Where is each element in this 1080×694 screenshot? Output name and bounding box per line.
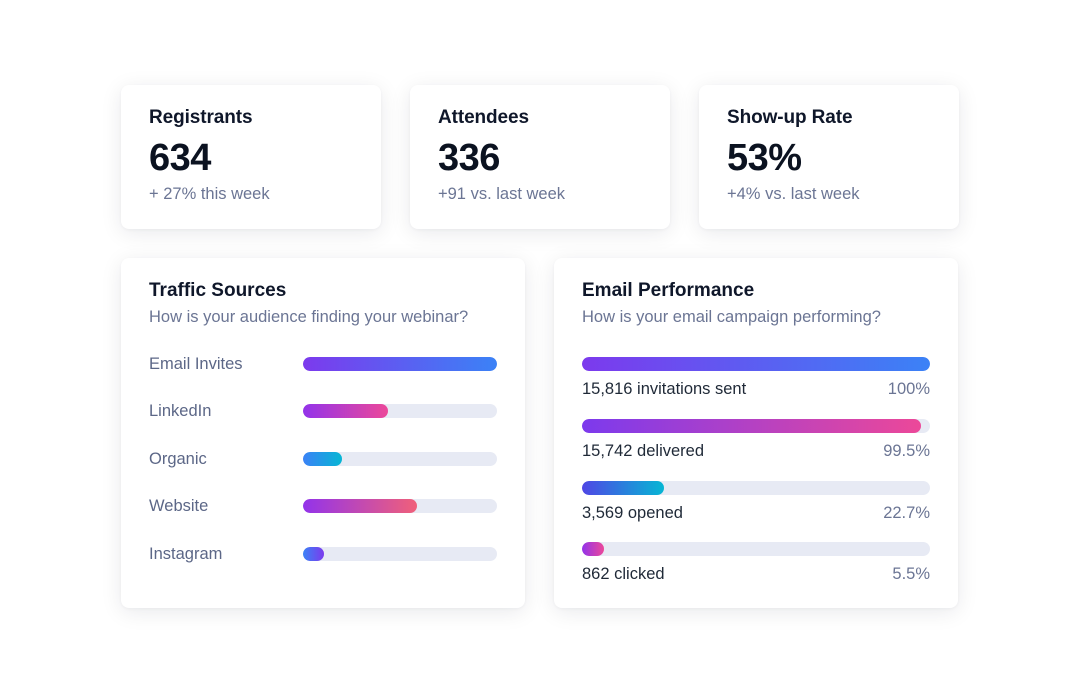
email-bar-fill: [582, 481, 664, 495]
traffic-row-organic: Organic: [149, 448, 497, 470]
traffic-label: Organic: [149, 449, 207, 468]
traffic-bar-fill: [303, 452, 342, 466]
panel-subtitle: How is your audience finding your webina…: [149, 308, 469, 326]
email-bar-track: [582, 419, 930, 433]
email-row-opened: 3,569 opened 22.7%: [582, 481, 930, 523]
stat-title: Registrants: [149, 107, 253, 128]
traffic-sources-panel: Traffic Sources How is your audience fin…: [121, 258, 525, 608]
traffic-label: Instagram: [149, 544, 223, 563]
show-up-rate-card: Show-up Rate 53% +4% vs. last week: [699, 85, 959, 229]
stat-delta: +91 vs. last week: [438, 185, 566, 203]
registrants-card: Registrants 634 + 27% this week: [121, 85, 381, 229]
traffic-bar-track: [303, 452, 497, 466]
traffic-label: LinkedIn: [149, 401, 212, 420]
email-bar-fill: [582, 419, 922, 433]
stat-delta: + 27% this week: [149, 185, 270, 203]
traffic-bar-fill: [303, 357, 497, 371]
email-metric-percent: 5.5%: [892, 565, 930, 583]
stat-value: 53%: [727, 137, 802, 179]
email-bar-fill: [582, 542, 604, 556]
email-metric-label: 862 clicked: [582, 565, 665, 583]
traffic-label: Email Invites: [149, 354, 243, 373]
stat-value: 336: [438, 137, 500, 179]
traffic-row-linkedin: LinkedIn: [149, 400, 497, 422]
email-metric-percent: 22.7%: [883, 504, 930, 522]
email-bar-track: [582, 481, 930, 495]
stat-delta: +4% vs. last week: [727, 185, 860, 203]
panel-subtitle: How is your email campaign performing?: [582, 308, 881, 326]
panel-title: Email Performance: [582, 280, 755, 301]
email-metric-percent: 100%: [887, 380, 930, 398]
traffic-bar-fill: [303, 499, 418, 513]
attendees-card: Attendees 336 +91 vs. last week: [410, 85, 670, 229]
email-row-sent: 15,816 invitations sent 100%: [582, 357, 930, 399]
traffic-bar-fill: [303, 547, 325, 561]
traffic-label: Website: [149, 496, 209, 515]
email-row-clicked: 862 clicked 5.5%: [582, 542, 930, 584]
email-performance-panel: Email Performance How is your email camp…: [554, 258, 958, 608]
stat-title: Attendees: [438, 107, 529, 128]
traffic-bar-track: [303, 404, 497, 418]
traffic-bar-track: [303, 499, 497, 513]
traffic-bar-track: [303, 547, 497, 561]
traffic-row-email-invites: Email Invites: [149, 353, 497, 375]
stat-value: 634: [149, 137, 211, 179]
traffic-bar-fill: [303, 404, 389, 418]
email-metric-label: 15,816 invitations sent: [582, 380, 747, 398]
traffic-bar-track: [303, 357, 497, 371]
email-row-delivered: 15,742 delivered 99.5%: [582, 419, 930, 461]
email-bar-fill: [582, 357, 930, 371]
email-bar-track: [582, 357, 930, 371]
panel-title: Traffic Sources: [149, 280, 287, 301]
stat-title: Show-up Rate: [727, 107, 853, 128]
traffic-row-instagram: Instagram: [149, 543, 497, 565]
email-bar-track: [582, 542, 930, 556]
email-metric-percent: 99.5%: [883, 442, 930, 460]
email-metric-label: 3,569 opened: [582, 504, 683, 522]
email-metric-label: 15,742 delivered: [582, 442, 705, 460]
traffic-row-website: Website: [149, 495, 497, 517]
